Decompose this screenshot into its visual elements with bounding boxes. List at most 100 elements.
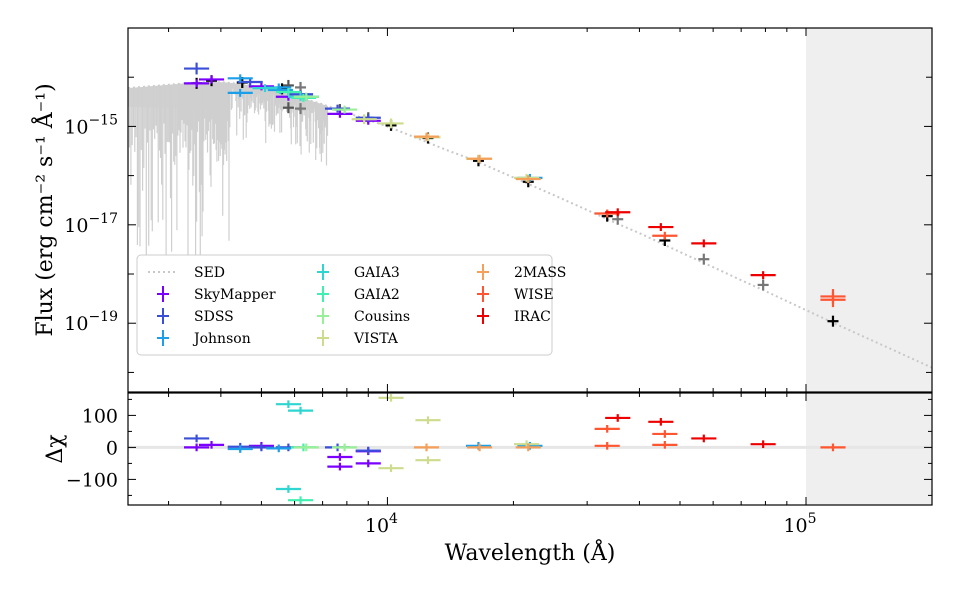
residual-johnson <box>227 445 253 453</box>
legend-label: SkyMapper <box>194 287 276 303</box>
excluded-region-top <box>805 28 932 392</box>
residual-skymapper <box>184 443 210 452</box>
point-johnson <box>227 88 253 97</box>
legend-item-2mass: 2MASS <box>477 264 566 281</box>
flux-panel-frame <box>127 27 933 393</box>
point-vista <box>514 173 540 182</box>
sed-absorption-lines <box>128 82 329 278</box>
legend-item-johnson: Johnson <box>157 330 251 347</box>
legend-label: SED <box>194 265 225 281</box>
residual-irac <box>605 414 631 422</box>
flux-tick-label: 10−15 <box>64 112 118 138</box>
photometry-points <box>184 62 846 308</box>
legend-label: IRAC <box>514 309 551 325</box>
flux-tick-label: 10−19 <box>64 309 118 335</box>
flux-axis-label: Flux (erg cm⁻² s⁻¹ Å⁻¹) <box>30 83 58 336</box>
point-irac <box>750 271 776 280</box>
residual-skymapper <box>198 441 225 449</box>
sed-model-curve <box>128 80 932 369</box>
point-vista <box>351 114 377 125</box>
point-2mass <box>466 154 493 163</box>
flux-tick-label: 10−17 <box>64 211 118 237</box>
residual-wise <box>652 441 678 449</box>
flux-panel: 10−15 10−17 10−19 SED SkyMapper SDSS Johnson G… <box>30 27 933 393</box>
residual-vista <box>415 416 441 425</box>
wavelength-tick-label: 105 <box>783 511 816 537</box>
point-skymapper <box>327 109 353 118</box>
residual-tick-label: −100 <box>66 469 118 491</box>
legend-label: SDSS <box>194 309 234 325</box>
point-sdss <box>355 113 381 122</box>
wavelength-tick-label: 104 <box>365 511 398 537</box>
residual-wise <box>594 425 620 433</box>
point-gaia2 <box>275 88 301 96</box>
legend-label: Johnson <box>192 331 251 347</box>
residual-panel: 100 0 −100 104 105 Δχ Wavelength (Å) <box>43 392 933 566</box>
point-cousins <box>332 105 358 114</box>
residual-2mass <box>413 443 440 452</box>
residual-points <box>184 393 846 505</box>
legend-item-sdss: SDSS <box>157 308 234 325</box>
residual-panel-ticks <box>128 393 933 505</box>
wavelength-axis-label: Wavelength (Å) <box>445 538 616 566</box>
point-vista <box>378 118 404 129</box>
legend-label: 2MASS <box>514 265 566 281</box>
residual-irac <box>750 440 776 449</box>
residual-irac <box>648 417 674 426</box>
residual-wise <box>820 443 846 452</box>
legend-item-gaia2: GAIA2 <box>317 286 400 303</box>
residual-wise <box>652 430 678 438</box>
flux-axis-tick-labels: 10−15 10−17 10−19 <box>64 112 118 335</box>
wavelength-axis-tick-labels: 104 105 <box>365 511 817 537</box>
flux-panel-ticks <box>128 27 933 392</box>
residual-cousins <box>293 443 319 452</box>
legend-label: Cousins <box>354 309 410 325</box>
point-wise <box>820 289 846 304</box>
residual-2mass <box>515 443 541 452</box>
residual-gaia3 <box>275 485 301 493</box>
point-skymapper <box>198 75 225 84</box>
residual-vista <box>415 456 441 465</box>
legend-item-cousins: Cousins <box>317 308 410 325</box>
residual-skymapper <box>355 459 381 468</box>
residual-irac <box>691 434 717 443</box>
point-irac <box>605 208 631 217</box>
residual-gaia3 <box>275 400 301 409</box>
point-skymapper <box>184 79 210 88</box>
model-point <box>827 315 839 327</box>
residual-2mass <box>466 443 493 452</box>
legend-label: GAIA2 <box>354 287 400 303</box>
residual-skymapper <box>327 453 353 461</box>
residual-sdss <box>355 446 381 455</box>
legend-item-irac: IRAC <box>477 308 551 325</box>
point-johnson <box>227 74 253 83</box>
legend: SED SkyMapper SDSS Johnson GAIA3 GAIA2 Cousins… <box>136 254 566 356</box>
excluded-region-bottom <box>805 393 932 505</box>
residual-skymapper <box>327 462 353 471</box>
point-wise <box>594 209 620 218</box>
model-point <box>282 102 294 114</box>
legend-item-vista: VISTA <box>317 330 399 347</box>
model-point <box>295 103 307 115</box>
legend-box <box>136 254 553 356</box>
residual-axis-label: Δχ <box>43 434 68 463</box>
residual-wise <box>594 441 620 450</box>
point-irac <box>648 223 674 231</box>
point-2mass <box>413 132 440 141</box>
legend-label: WISE <box>514 287 554 303</box>
point-gaia3 <box>252 84 278 93</box>
legend-item-sed: SED <box>148 265 225 281</box>
residual-gaia3 <box>287 406 314 415</box>
legend-item-gaia3: GAIA3 <box>317 264 400 281</box>
point-cousins <box>293 92 319 101</box>
model-point <box>757 279 769 291</box>
residual-tick-label: 0 <box>106 437 118 459</box>
model-point <box>698 253 710 265</box>
point-wise <box>652 231 678 240</box>
legend-item-skymapper: SkyMapper <box>157 286 276 303</box>
residual-tick-label: 100 <box>82 405 118 427</box>
legend-item-wise: WISE <box>477 286 554 303</box>
residual-vista <box>378 464 404 473</box>
residual-cousins <box>332 443 358 452</box>
